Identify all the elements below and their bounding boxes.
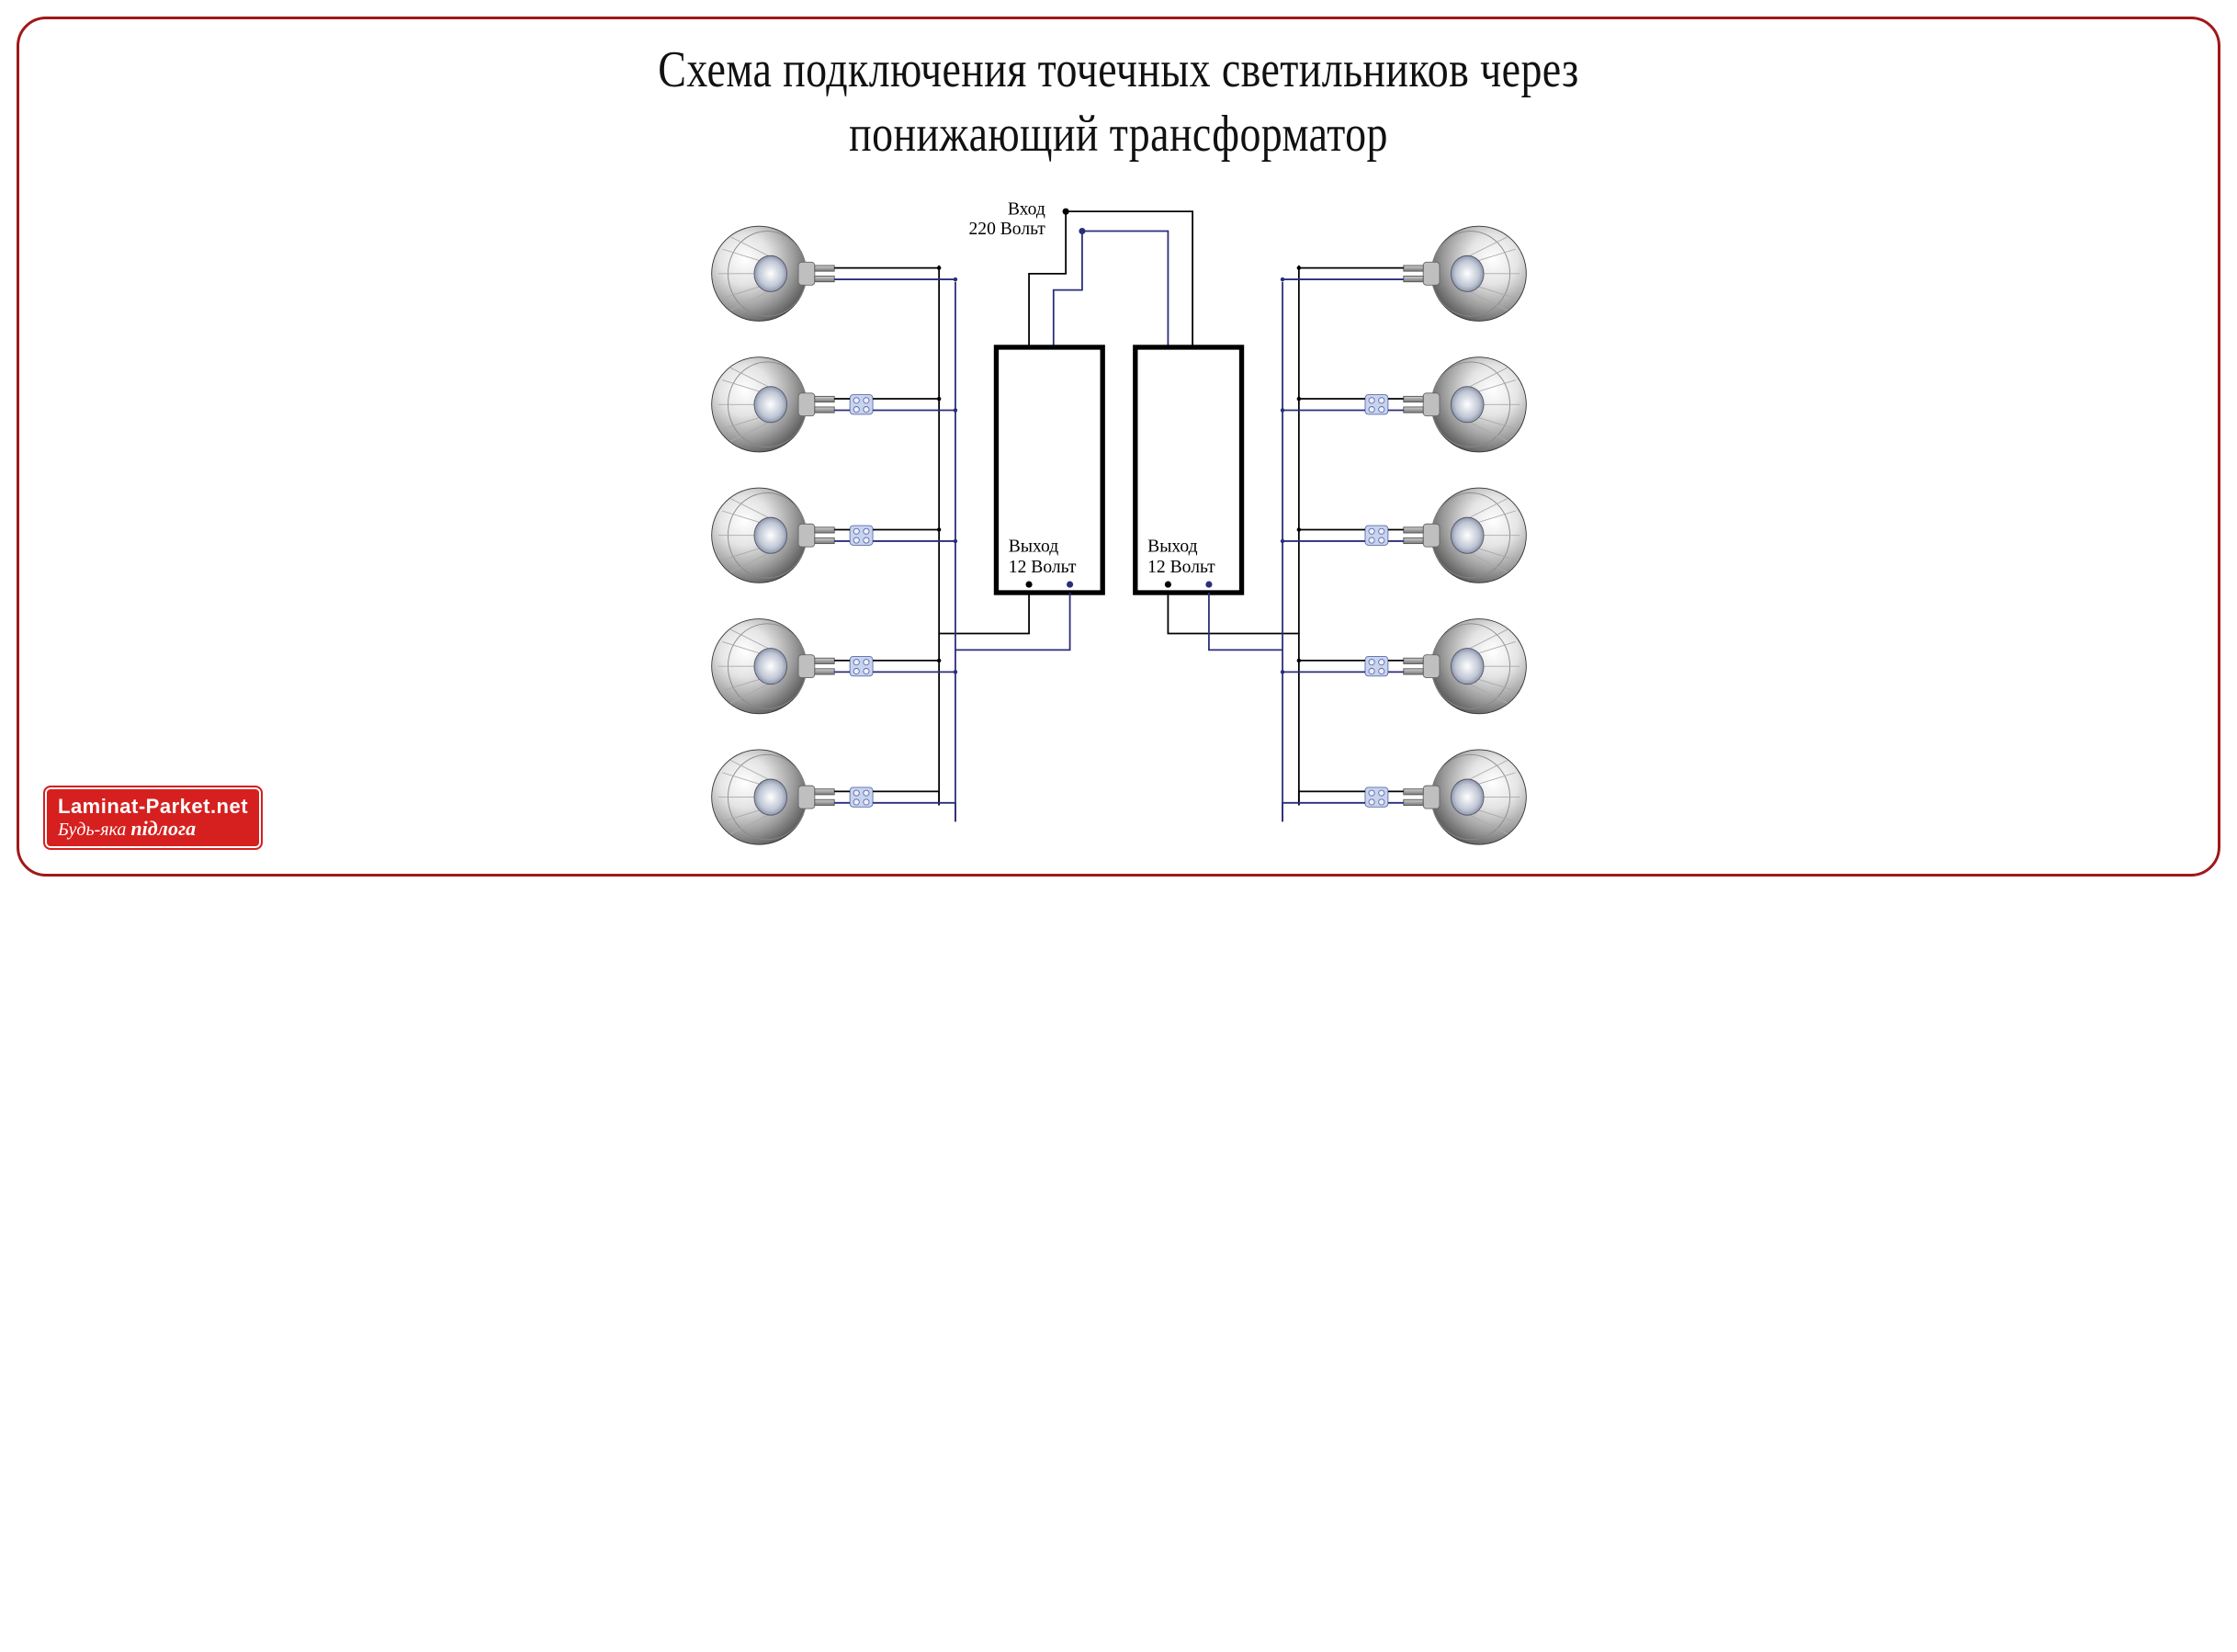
input-label: Вход 220 Вольт bbox=[968, 200, 1045, 239]
lamp-right-5 bbox=[1403, 750, 1526, 844]
wiring-diagram: Вход 220 Вольт Выход 12 Вольт bbox=[669, 175, 1569, 846]
lamp-left-3 bbox=[711, 488, 834, 583]
lamp-right-2 bbox=[1403, 357, 1526, 452]
lamp-right-1 bbox=[1403, 226, 1526, 321]
lamp-left-4 bbox=[711, 619, 834, 714]
title-line-2: понижающий трансформатор bbox=[849, 106, 1388, 163]
lamp-right-3 bbox=[1403, 488, 1526, 583]
logo-line-1: Laminat-Parket.net bbox=[58, 795, 248, 819]
transformer-2: Выход 12 Вольт bbox=[1135, 347, 1241, 593]
xfmr2-out-l1: Выход bbox=[1147, 537, 1197, 557]
input-label-1: Вход bbox=[1007, 200, 1045, 220]
diagram-container: Вход 220 Вольт Выход 12 Вольт bbox=[47, 175, 2190, 846]
xfmr1-out-l2: 12 Вольт bbox=[1008, 558, 1076, 577]
logo-line-2: Будь-яка підлога bbox=[58, 817, 248, 841]
lamp-left-5 bbox=[711, 750, 834, 844]
xfmr2-out-l2: 12 Вольт bbox=[1147, 558, 1215, 577]
lamp-left-2 bbox=[711, 357, 834, 452]
transformer-1: Выход 12 Вольт bbox=[996, 347, 1102, 593]
diagram-frame: Схема подключения точечных светильников … bbox=[17, 17, 2220, 877]
logo-line-2b: підлога bbox=[130, 817, 196, 840]
diagram-title: Схема подключения точечных светильников … bbox=[270, 38, 1967, 166]
logo-badge: Laminat-Parket.net Будь-яка підлога bbox=[45, 787, 261, 848]
title-line-1: Схема подключения точечных светильников … bbox=[658, 41, 1578, 98]
xfmr1-out-l1: Выход bbox=[1008, 537, 1057, 557]
lamp-left-1 bbox=[711, 226, 834, 321]
logo-line-2a: Будь-яка bbox=[58, 820, 126, 840]
left-lamps bbox=[711, 226, 955, 844]
lamp-right-4 bbox=[1403, 619, 1526, 714]
input-label-2: 220 Вольт bbox=[968, 220, 1045, 239]
right-lamps bbox=[1282, 226, 1526, 844]
